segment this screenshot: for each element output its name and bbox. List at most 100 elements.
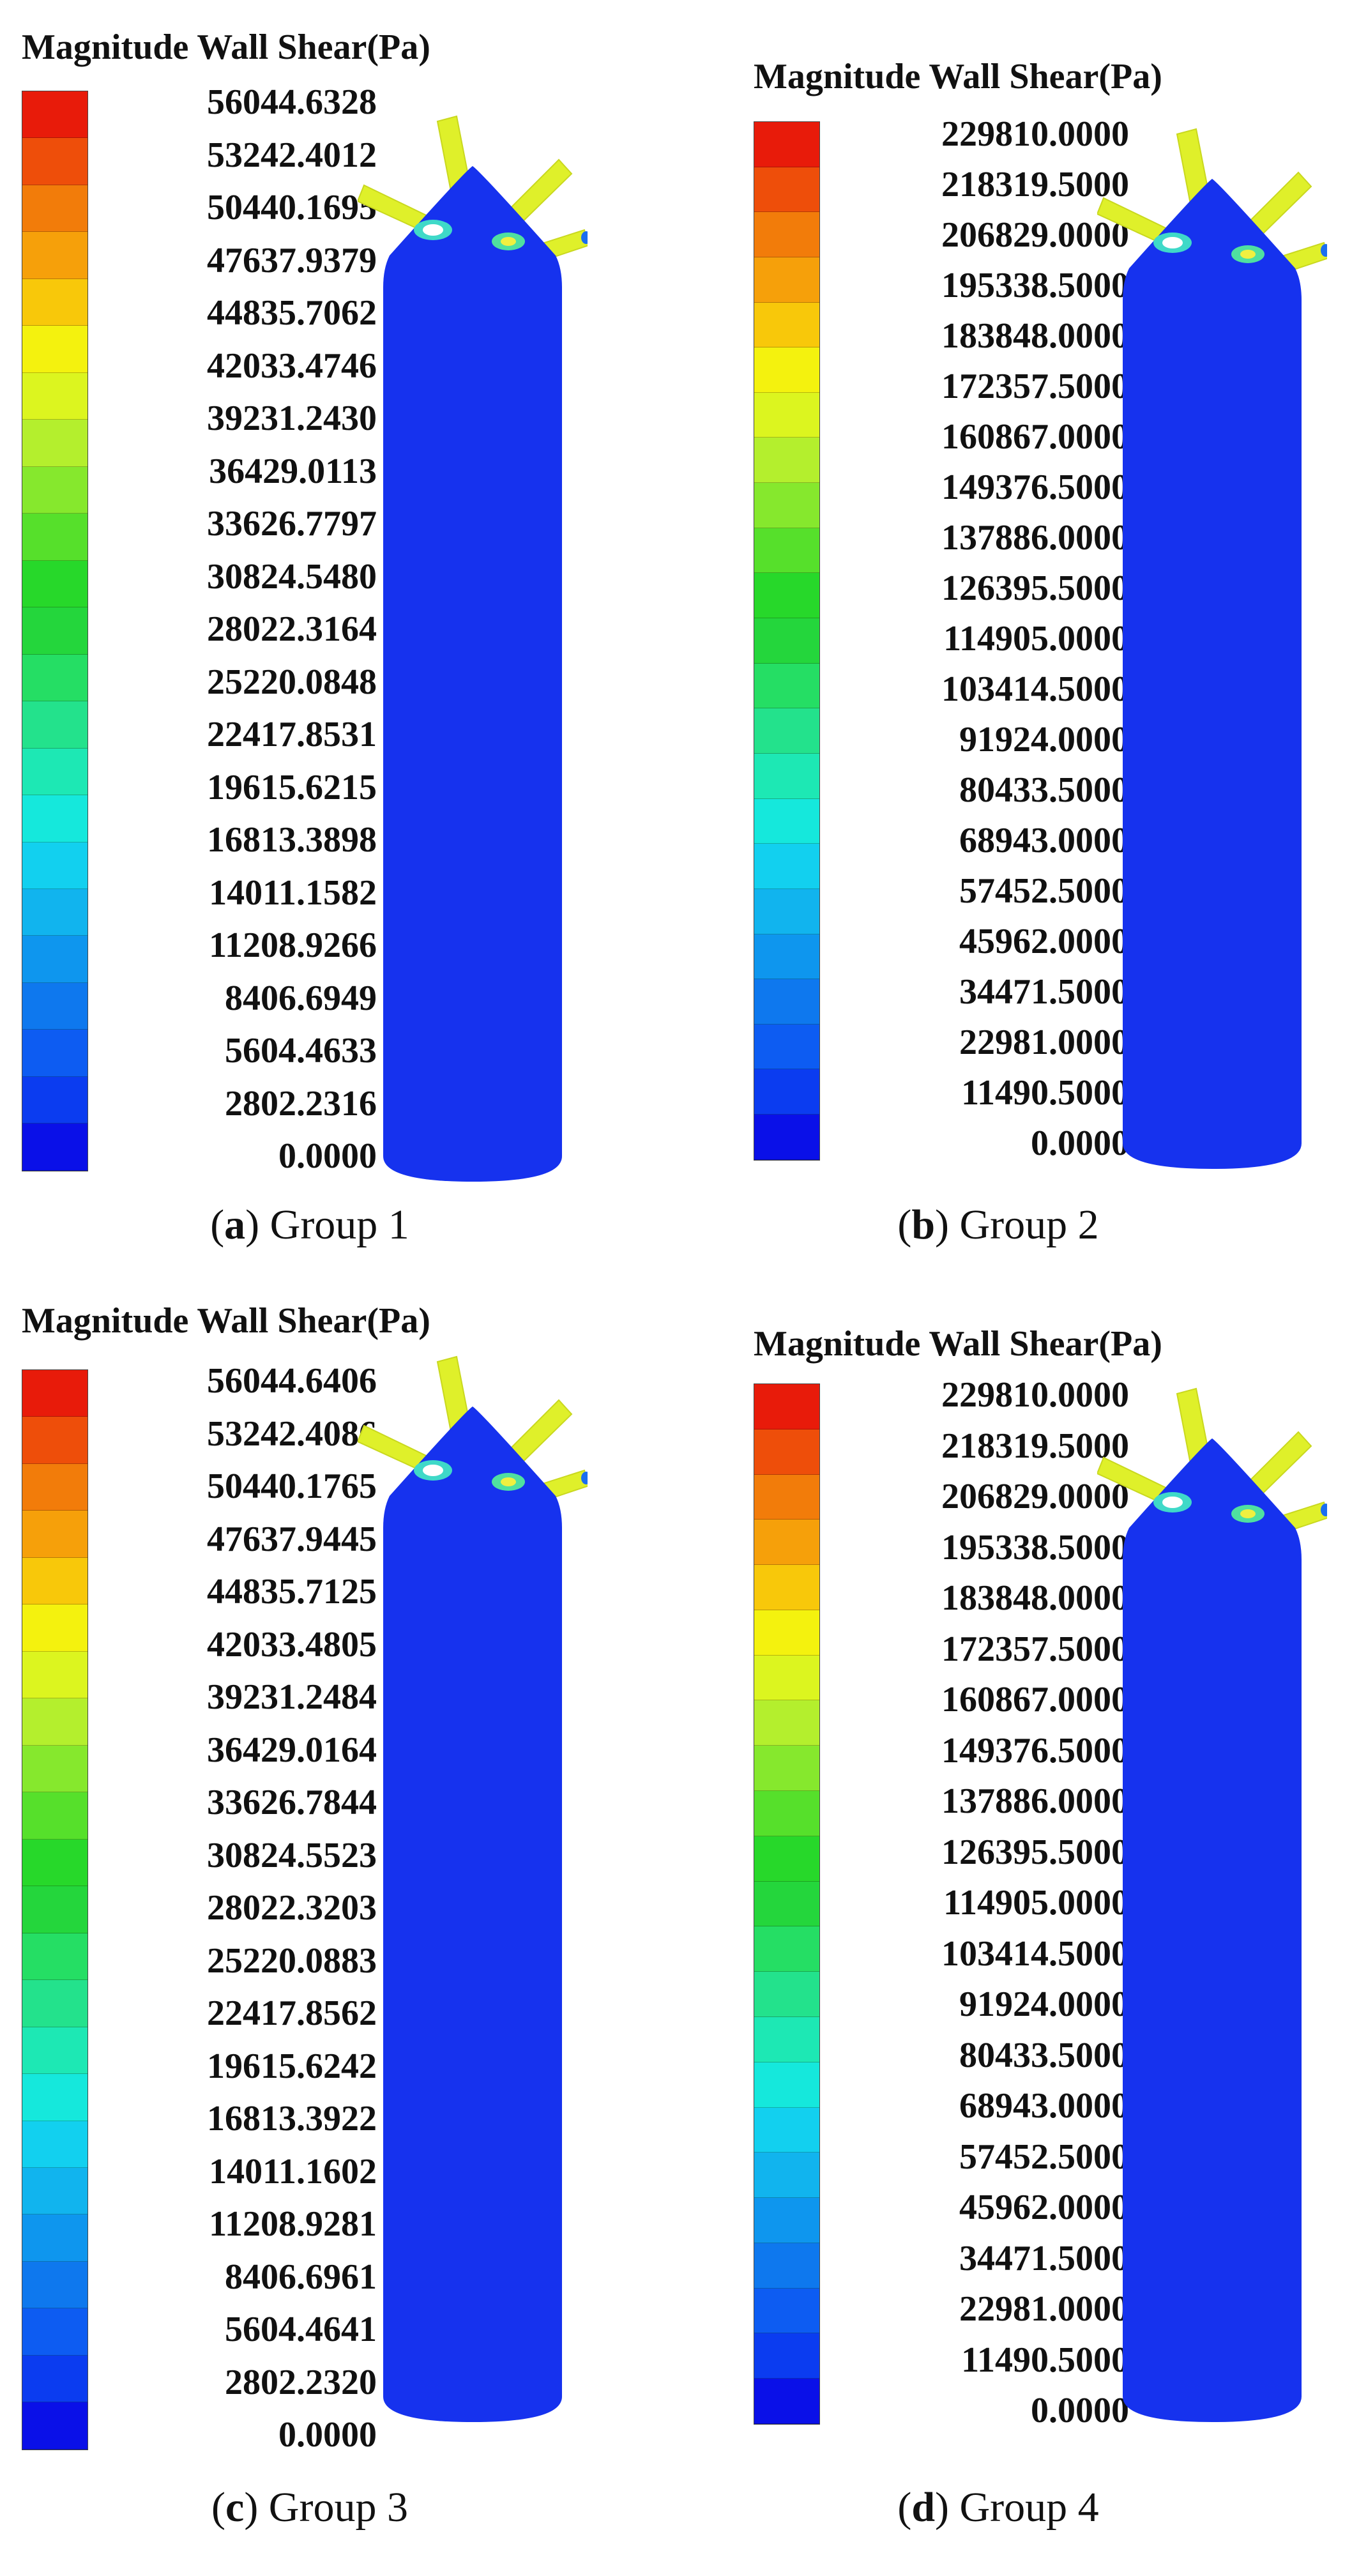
colorbar-swatch [754, 1746, 819, 1792]
panel-title: Magnitude Wall Shear(Pa) [22, 1301, 430, 1341]
colorbar-swatch [22, 982, 87, 1030]
colorbar-swatch [754, 573, 819, 619]
colorbar-swatch [22, 607, 87, 655]
colorbar-tick-label: 34471.5000 [959, 972, 1129, 1012]
colorbar-swatch [754, 888, 819, 934]
colorbar-swatch [754, 934, 819, 980]
colorbar-swatch [754, 2198, 819, 2243]
colorbar-tick-label: 218319.5000 [941, 165, 1129, 204]
colorbar-tick-label: 14011.1582 [209, 873, 377, 913]
colorbar-tick-label: 91924.0000 [959, 720, 1129, 759]
colorbar-swatch [22, 278, 87, 326]
colorbar-swatch [22, 1557, 87, 1605]
colorbar-tick-label: 39231.2484 [207, 1677, 377, 1717]
colorbar-swatch [754, 2107, 819, 2153]
colorbar-swatch [22, 654, 87, 702]
colorbar-swatch [22, 1651, 87, 1699]
caption-letter: c [225, 2484, 245, 2531]
colorbar-swatch [22, 326, 87, 373]
colorbar-swatch [22, 2167, 87, 2215]
colorbar-swatch [22, 420, 87, 467]
colorbar-swatch [22, 466, 87, 514]
colorbar-swatch [754, 663, 819, 709]
colorbar-swatch [754, 618, 819, 664]
colorbar-tick-label: 47637.9379 [207, 240, 377, 280]
panel-d: Magnitude Wall Shear(Pa) 229810.0000 2183… [676, 1288, 1351, 2575]
colorbar-tick-label: 50440.1695 [207, 188, 377, 227]
figure-caption: (d) Group 4 [897, 2484, 1099, 2531]
colorbar-tick-label: 33626.7797 [207, 504, 377, 544]
colorbar-swatch [754, 167, 819, 213]
colorbar-tick-label: 0.0000 [278, 1136, 377, 1176]
colorbar [754, 121, 820, 1161]
colorbar-swatch [754, 2243, 819, 2289]
colorbar-tick-label: 16813.3922 [207, 2099, 377, 2138]
colorbar-tick-label: 149376.5000 [941, 468, 1129, 507]
nozzle-opening-right-core [1240, 250, 1256, 259]
colorbar-swatch [754, 122, 819, 167]
nozzle-opening-left-core [423, 224, 443, 236]
colorbar-swatch [754, 347, 819, 393]
colorbar-swatch [754, 708, 819, 754]
colorbar-tick-label: 19615.6215 [207, 767, 377, 807]
nozzle-opening-right-core [1240, 1509, 1256, 1518]
panel-title: Magnitude Wall Shear(Pa) [754, 1324, 1162, 1364]
colorbar-tick-label: 30824.5480 [207, 556, 377, 597]
colorbar-tick-label: 149376.5000 [941, 1730, 1129, 1771]
colorbar-tick-label: 80433.5000 [959, 2035, 1129, 2075]
panel-title: Magnitude Wall Shear(Pa) [22, 27, 430, 67]
colorbar-tick-label: 42033.4805 [207, 1624, 377, 1665]
colorbar-tick-label: 28022.3203 [207, 1888, 377, 1928]
colorbar-tick-label: 57452.5000 [959, 871, 1129, 911]
colorbar-tick-label: 183848.0000 [941, 316, 1129, 356]
colorbar-tick-label: 195338.5000 [941, 1527, 1129, 1567]
colorbar-tick-label: 11208.9281 [209, 2204, 377, 2244]
colorbar-swatch [754, 1836, 819, 1882]
colorbar-tick-label: 80433.5000 [959, 770, 1129, 810]
vessel-body [383, 166, 562, 1182]
colorbar-tick-label: 22981.0000 [959, 1023, 1129, 1062]
colorbar-swatch [22, 2074, 87, 2121]
colorbar-swatch [754, 257, 819, 303]
colorbar-tick-label: 218319.5000 [941, 1426, 1129, 1466]
colorbar-tick-label: 206829.0000 [941, 215, 1129, 255]
colorbar-swatch [22, 2027, 87, 2075]
colorbar-tick-label: 68943.0000 [959, 2086, 1129, 2126]
colorbar-swatch [754, 438, 819, 484]
colorbar-ticks: 229810.0000 218319.5000 206829.0000 195338.… [829, 1377, 1129, 2428]
caption-letter: b [911, 1201, 936, 1248]
colorbar-swatch [754, 1384, 819, 1429]
colorbar-tick-label: 0.0000 [1031, 2391, 1129, 2430]
colorbar-tick-label: 22417.8562 [207, 1993, 377, 2033]
colorbar [754, 1383, 820, 2425]
colorbar-swatch [22, 701, 87, 749]
colorbar-tick-label: 172357.5000 [941, 367, 1129, 406]
colorbar-tick-label: 2802.2320 [225, 2362, 377, 2402]
colorbar-tick-label: 229810.0000 [941, 114, 1129, 154]
panel-title: Magnitude Wall Shear(Pa) [754, 57, 1162, 96]
colorbar-swatch [754, 1700, 819, 1746]
caption-text: ) Group 3 [244, 2484, 408, 2531]
colorbar-swatch [22, 185, 87, 232]
colorbar-swatch [22, 2121, 87, 2168]
colorbar-tick-label: 206829.0000 [941, 1477, 1129, 1516]
colorbar-tick-label: 36429.0113 [209, 451, 377, 491]
colorbar-swatch [754, 1926, 819, 1972]
colorbar-swatch [22, 842, 87, 889]
colorbar-ticks: 56044.6328 53242.4012 50440.1695 47637.9379… [96, 84, 377, 1174]
colorbar-tick-label: 11490.5000 [961, 2340, 1129, 2380]
colorbar-swatch [22, 1604, 87, 1652]
colorbar-tick-label: 33626.7844 [207, 1783, 377, 1822]
colorbar-swatch [22, 1980, 87, 2027]
nozzle-opening-right-core [501, 1477, 516, 1486]
colorbar-tick-label: 30824.5523 [207, 1835, 377, 1875]
colorbar-swatch [754, 1972, 819, 2017]
colorbar-swatch [754, 528, 819, 574]
colorbar-swatch [22, 560, 87, 608]
colorbar-swatch [754, 979, 819, 1025]
colorbar-swatch [754, 1024, 819, 1070]
colorbar-tick-label: 137886.0000 [941, 1781, 1129, 1821]
colorbar-swatch [22, 888, 87, 936]
colorbar-swatch [754, 1429, 819, 1475]
colorbar-swatch [754, 483, 819, 528]
